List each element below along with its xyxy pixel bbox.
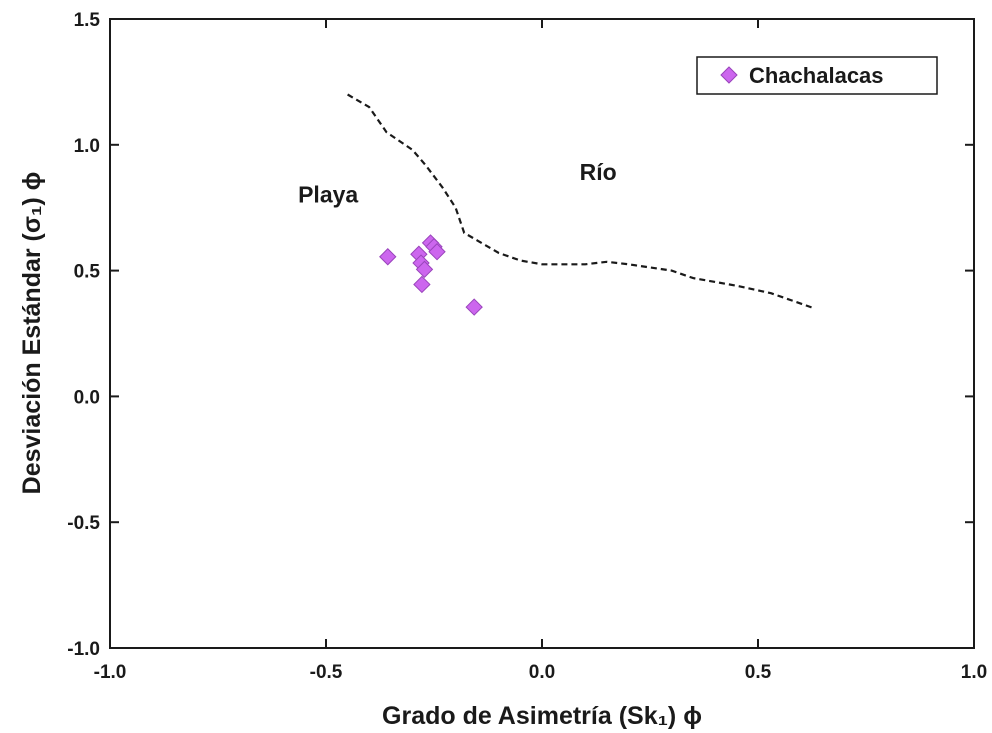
region-label: Río [580,159,617,185]
y-tick-label: -1.0 [67,639,100,660]
data-point [379,248,397,266]
boundary-line-group [347,93,815,310]
y-axis-title: Desviación Estándar (σ₁) ϕ [18,172,46,495]
data-point [428,243,446,261]
legend-label: Chachalacas [749,63,884,88]
x-tick-label: 0.0 [529,662,555,683]
x-axis-ticks: -1.0 -0.5 0.0 0.5 1.0 [94,19,987,683]
y-tick-label: 0.5 [74,262,101,283]
x-tick-label: -0.5 [310,662,343,683]
region-annotations: Playa Río [298,159,617,208]
data-point [413,275,431,294]
region-label: Playa [298,182,358,208]
y-tick-label: 0.0 [74,387,100,408]
y-tick-label: -0.5 [67,513,100,534]
x-tick-label: 1.0 [961,662,987,683]
plot-frame [109,18,975,649]
x-tick-label: -1.0 [94,662,127,683]
y-axis-ticks: -1.0 -0.5 0.0 0.5 1.0 1.5 [67,10,974,660]
x-axis-title: Grado de Asimetría (Sk₁) ϕ [382,702,702,730]
y-tick-label: 1.0 [74,136,100,157]
data-point [415,260,434,279]
legend-marker-diamond [720,66,738,84]
boundary-line [347,93,815,310]
data-points [379,234,483,316]
data-point [465,298,483,316]
legend: Chachalacas [696,56,938,95]
x-tick-label: 0.5 [745,662,772,683]
y-tick-label: 1.5 [74,10,101,31]
